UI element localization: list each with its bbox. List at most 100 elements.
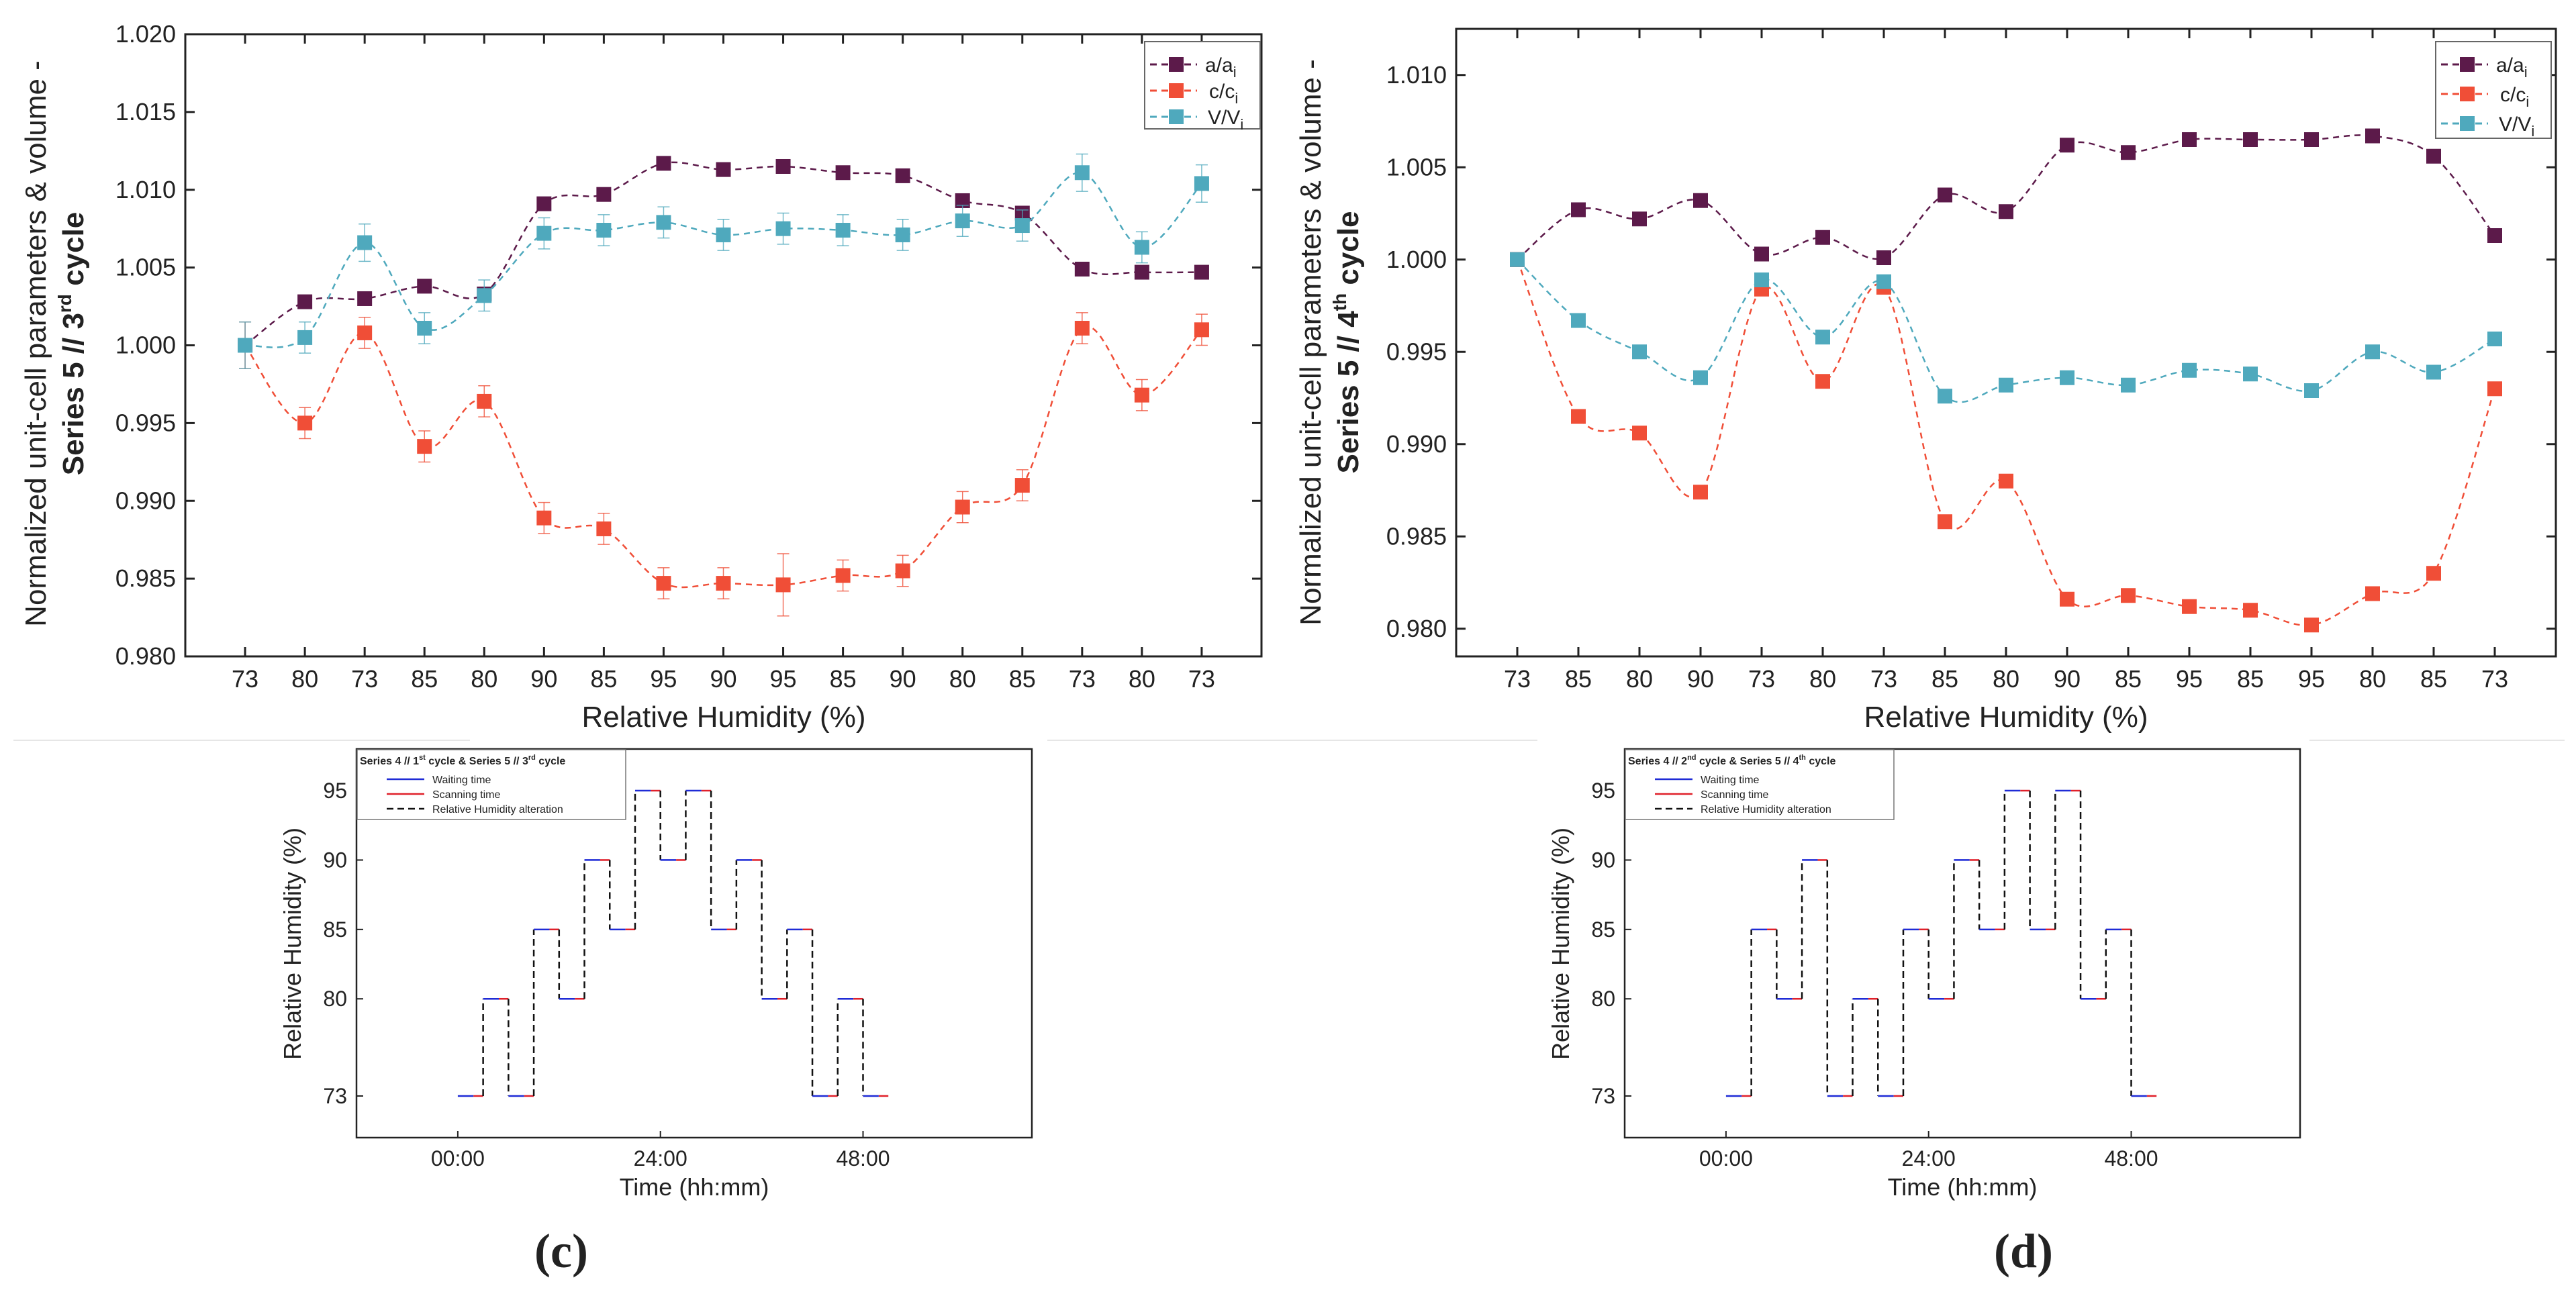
series-line-v bbox=[1517, 258, 2495, 403]
chart-d-bottom: Relative Humidity (%) Time (hh:mm) 73 80 8… bbox=[1547, 748, 2301, 1201]
data-point-v bbox=[536, 226, 552, 241]
data-point-v bbox=[656, 215, 671, 230]
y-axis-title: Relative Humidity (%) bbox=[1547, 828, 1574, 1060]
series-group bbox=[1510, 128, 2502, 633]
data-point-a bbox=[1815, 230, 1830, 245]
data-point-a bbox=[417, 279, 432, 294]
y-tick-label: 1.000 bbox=[115, 332, 176, 359]
legend-label-v: V/Vi bbox=[2499, 113, 2534, 140]
data-point-a bbox=[1999, 204, 2013, 219]
series-group bbox=[238, 153, 1209, 617]
y-tick-label: 95 bbox=[323, 779, 347, 803]
legend: Series 4 // 2nd cycle & Series 5 // 4th … bbox=[1625, 749, 1895, 820]
data-point-a bbox=[2182, 132, 2197, 147]
x-axis-title: Time (hh:mm) bbox=[620, 1173, 769, 1201]
y-tick-label: 1.010 bbox=[1386, 61, 1447, 89]
y-ticks: 0.980 0.985 0.990 0.995 1.000 1.005 1.010 1.015… bbox=[115, 20, 1261, 670]
data-point-c bbox=[1014, 478, 1030, 493]
x-tick-label: 85 bbox=[1565, 665, 1592, 693]
y-tick-label: 85 bbox=[323, 917, 347, 942]
data-point-c bbox=[2487, 381, 2502, 397]
y-tick-label: 95 bbox=[1591, 779, 1615, 803]
data-point-a bbox=[2426, 148, 2441, 164]
x-tick-label: 95 bbox=[2298, 665, 2325, 693]
y-tick-label: 0.985 bbox=[1386, 522, 1447, 550]
data-point-c bbox=[1632, 426, 1647, 441]
legend-box bbox=[1144, 41, 1261, 130]
data-point-v bbox=[2304, 383, 2319, 398]
data-point-a bbox=[536, 196, 552, 211]
panel-label-c: (c) bbox=[534, 1224, 588, 1278]
data-point-a bbox=[775, 158, 791, 174]
x-tick-label: 90 bbox=[1687, 665, 1714, 693]
panel-label-d: (d) bbox=[1994, 1224, 2053, 1278]
data-point-a bbox=[2060, 138, 2074, 153]
legend-entry-a: a/ai bbox=[2441, 54, 2528, 81]
data-point-c bbox=[357, 325, 373, 340]
legend-label-scanning: Scanning time bbox=[432, 789, 500, 801]
legend-box bbox=[1625, 749, 1895, 820]
x-tick-label: 85 bbox=[830, 665, 857, 693]
data-point-v bbox=[955, 213, 970, 229]
plot-frame bbox=[1623, 748, 2301, 1139]
series-group bbox=[1725, 789, 2157, 1097]
x-tick-label: 85 bbox=[590, 665, 617, 693]
x-tick-label: 85 bbox=[2237, 665, 2264, 693]
x-tick-label: 00:00 bbox=[1699, 1146, 1753, 1171]
y-ticks: 73 80 85 90 95 bbox=[323, 779, 363, 1108]
data-point-c bbox=[417, 439, 432, 454]
data-point-c bbox=[536, 510, 552, 526]
x-tick-label: 90 bbox=[530, 665, 557, 693]
data-point-a bbox=[1571, 202, 1586, 217]
legend-marker-v bbox=[1169, 109, 1184, 124]
data-point-a bbox=[895, 168, 910, 183]
data-point-a bbox=[1134, 264, 1149, 280]
data-point-c bbox=[2243, 603, 2258, 618]
data-point-v bbox=[1632, 344, 1647, 360]
x-tick-label: 48:00 bbox=[836, 1146, 890, 1171]
data-point-v bbox=[775, 221, 791, 236]
data-point-v bbox=[357, 235, 373, 250]
legend-box bbox=[2435, 41, 2552, 139]
x-tick-label: 95 bbox=[2176, 665, 2203, 693]
x-tick-label: 73 bbox=[2481, 665, 2508, 693]
y-tick-label: 0.995 bbox=[115, 409, 176, 436]
data-point-v bbox=[1999, 377, 2013, 393]
y-tick-label: 80 bbox=[323, 987, 347, 1011]
data-point-c bbox=[835, 568, 851, 583]
data-point-c bbox=[656, 576, 671, 591]
data-point-a bbox=[656, 156, 671, 171]
data-point-c bbox=[1999, 473, 2013, 489]
data-point-a bbox=[1632, 211, 1647, 227]
legend-entry-c: c/ci bbox=[1150, 81, 1238, 107]
data-point-v bbox=[1938, 389, 1952, 404]
data-point-v bbox=[1571, 313, 1586, 328]
legend-label-a: a/ai bbox=[1205, 54, 1237, 81]
x-axis-title: Time (hh:mm) bbox=[1888, 1173, 2038, 1201]
x-tick-label: 80 bbox=[1809, 665, 1836, 693]
legend-marker-v bbox=[2460, 116, 2475, 131]
data-point-c bbox=[2182, 599, 2197, 614]
y-tick-label: 1.000 bbox=[1386, 246, 1447, 273]
data-point-v bbox=[477, 288, 492, 303]
data-point-v bbox=[1014, 218, 1030, 234]
series-line-v bbox=[244, 171, 1202, 348]
x-tick-label: 90 bbox=[710, 665, 736, 693]
y-tick-label: 80 bbox=[1591, 987, 1615, 1011]
y-axis-title: Normalized unit-cell parameters & volume… bbox=[1294, 59, 1365, 626]
data-point-c bbox=[1815, 374, 1830, 389]
legend: a/ai c/ci V/Vi bbox=[2435, 41, 2552, 140]
x-tick-label: 80 bbox=[291, 665, 318, 693]
series-line-a bbox=[1517, 134, 2495, 260]
data-point-v bbox=[596, 223, 612, 238]
data-point-a bbox=[2487, 228, 2502, 243]
series-group bbox=[457, 789, 889, 1097]
x-tick-label: 80 bbox=[2359, 665, 2386, 693]
data-point-a bbox=[2365, 128, 2380, 144]
y-axis-title-series: Series 5 // 4th cycle bbox=[1329, 211, 1365, 474]
data-point-a bbox=[955, 193, 970, 208]
legend-entry-a: a/ai bbox=[1150, 54, 1237, 81]
x-tick-label: 73 bbox=[1748, 665, 1775, 693]
data-point-v bbox=[1134, 240, 1149, 255]
